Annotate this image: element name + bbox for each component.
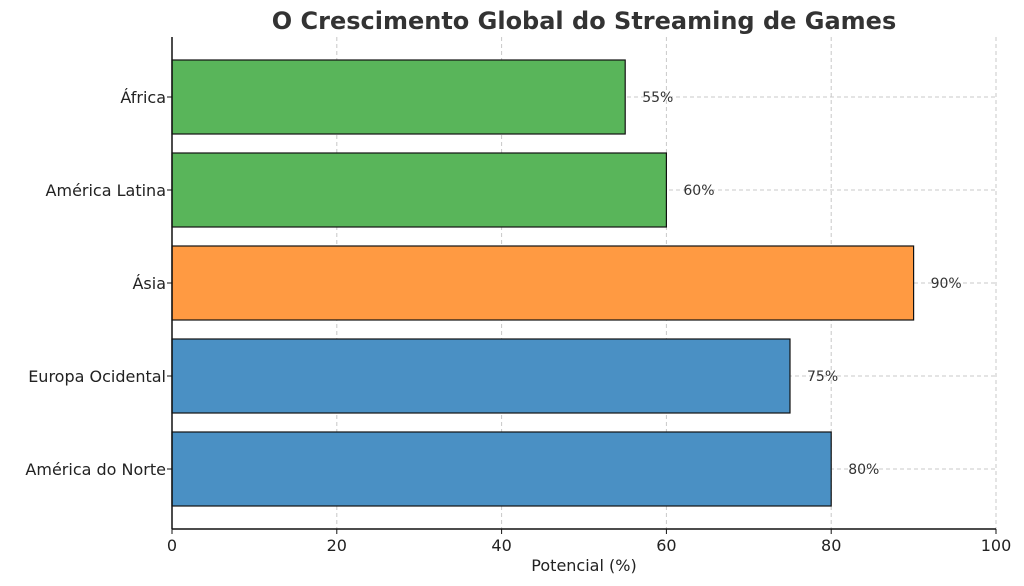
chart-title: O Crescimento Global do Streaming de Gam… [272, 7, 897, 35]
data-label: 80% [848, 462, 879, 478]
x-tick-label: 100 [981, 536, 1012, 555]
x-tick-label: 80 [821, 536, 841, 555]
y-tick-label: Europa Ocidental [28, 367, 166, 386]
data-label: 75% [807, 369, 838, 385]
bar [171, 152, 667, 228]
y-tick-label: América do Norte [25, 460, 166, 479]
x-axis-ticks: 0 20 40 60 80 100 [167, 529, 1011, 555]
data-label: 90% [931, 276, 962, 292]
data-labels: 80% 75% 90% 60% 55% [642, 90, 962, 478]
y-axis-ticks: América do Norte Europa Ocidental Ásia Amér… [25, 88, 172, 479]
x-tick-label: 40 [491, 536, 511, 555]
x-tick-label: 60 [656, 536, 676, 555]
y-tick-label: África [120, 88, 166, 107]
x-tick-label: 0 [167, 536, 177, 555]
bar [171, 338, 791, 414]
bars [171, 59, 915, 507]
x-tick-label: 20 [327, 536, 347, 555]
bar [171, 245, 915, 321]
data-label: 60% [683, 183, 714, 199]
y-tick-label: América Latina [46, 181, 166, 200]
data-label: 55% [642, 90, 673, 106]
x-axis-label: Potencial (%) [531, 556, 636, 575]
bar [171, 431, 832, 507]
y-tick-label: Ásia [132, 274, 166, 293]
bar [171, 59, 626, 135]
